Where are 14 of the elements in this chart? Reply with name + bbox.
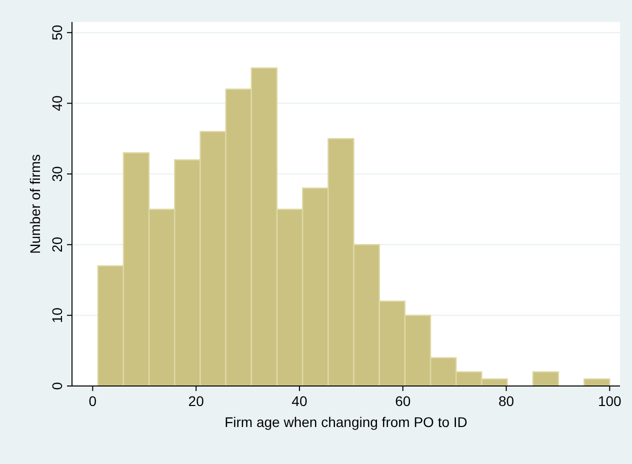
x-axis-title: Firm age when changing from PO to ID xyxy=(224,414,468,430)
x-tick-label: 100 xyxy=(598,393,622,409)
y-tick-label: 10 xyxy=(49,307,65,324)
y-tick-label: 40 xyxy=(49,95,65,112)
x-tick-label: 20 xyxy=(188,393,204,409)
x-tick-label: 0 xyxy=(88,393,97,409)
y-tick-label: 30 xyxy=(49,166,65,182)
y-tick-label: 0 xyxy=(49,382,65,390)
y-axis-title: Number of firms xyxy=(27,154,43,254)
y-tick-label: 50 xyxy=(49,24,65,40)
x-tick-label: 60 xyxy=(395,393,411,409)
y-tick-label: 20 xyxy=(49,236,65,252)
x-tick-label: 80 xyxy=(498,393,514,409)
x-tick-label: 40 xyxy=(292,393,308,409)
